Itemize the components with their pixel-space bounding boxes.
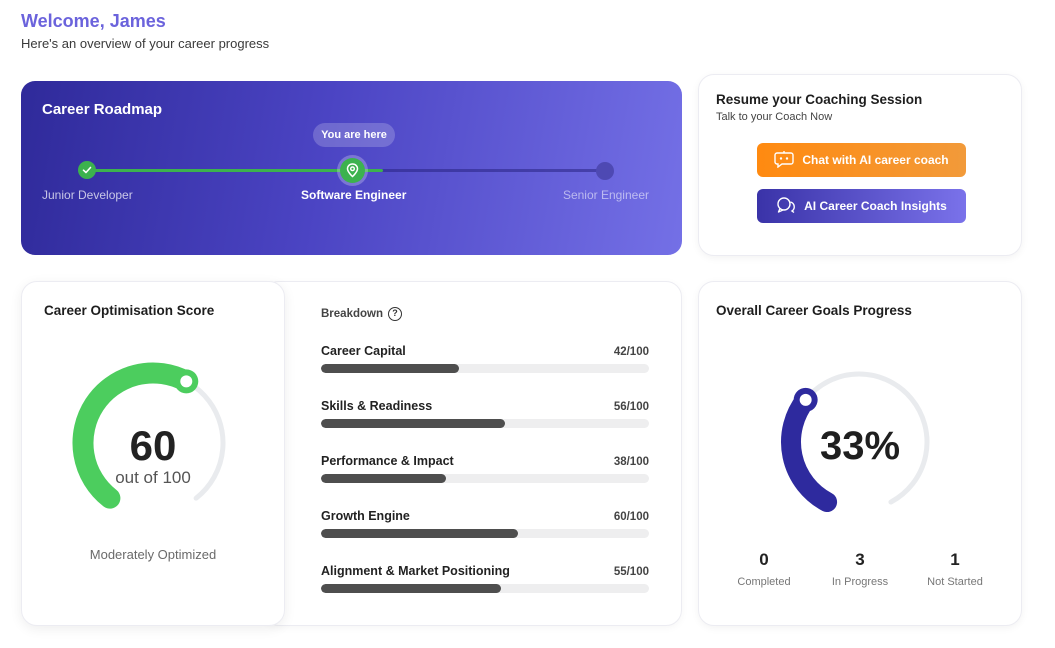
stat-value: 0 xyxy=(759,550,769,569)
stat-completed: 0 Completed xyxy=(719,550,809,588)
breakdown-item-value: 60/100 xyxy=(613,511,649,523)
breakdown-item-bar-fill xyxy=(321,584,502,593)
welcome-subtitle: Here's an overview of your career progre… xyxy=(21,36,270,51)
breakdown-title: Breakdown xyxy=(321,308,383,320)
coaching-session-card: Resume your Coaching Session Talk to you… xyxy=(698,74,1022,256)
breakdown-item-bar-fill xyxy=(321,364,459,373)
chat-ai-coach-label: Chat with AI career coach xyxy=(802,153,949,167)
stat-in-progress: 3 In Progress xyxy=(815,550,905,588)
score-gauge-fill xyxy=(72,362,197,509)
you-are-here-tag: You are here xyxy=(313,123,395,147)
score-value: 60 xyxy=(129,422,177,469)
stat-not-started: 1 Not Started xyxy=(910,550,1000,588)
roadmap-node-pending xyxy=(596,162,614,180)
goals-gauge-knob-dot xyxy=(799,393,812,406)
breakdown-item-label: Alignment & Market Positioning xyxy=(321,564,510,578)
robot-chat-icon xyxy=(774,150,795,171)
breakdown-item-value: 55/100 xyxy=(613,566,649,578)
score-status: Moderately Optimized xyxy=(89,547,217,562)
stage-junior-developer: Junior Developer xyxy=(42,188,133,202)
breakdown-item: Growth Engine 60/100 xyxy=(321,509,649,549)
ai-coach-insights-button[interactable]: AI Career Coach Insights xyxy=(757,189,966,223)
breakdown-item-bar-fill xyxy=(321,529,518,538)
stat-value: 3 xyxy=(855,550,865,569)
breakdown-item-value: 42/100 xyxy=(613,346,649,358)
coaching-title: Resume your Coaching Session xyxy=(716,92,923,107)
stat-value: 1 xyxy=(950,550,960,569)
breakdown-item-bar-fill xyxy=(321,419,505,428)
chat-ai-coach-button[interactable]: Chat with AI career coach xyxy=(757,143,966,177)
breakdown-item-bar xyxy=(321,584,649,593)
score-gauge-knob-dot xyxy=(180,375,193,388)
breakdown-item-value: 56/100 xyxy=(613,401,649,413)
location-pin-icon xyxy=(340,158,365,183)
roadmap-track-progress xyxy=(88,169,383,172)
breakdown-item-bar xyxy=(321,474,649,483)
help-icon[interactable]: ? xyxy=(388,307,402,321)
chat-bubbles-icon xyxy=(776,196,796,217)
check-icon xyxy=(78,161,96,179)
breakdown-card: Breakdown ? Career Capital 42/100 Skills… xyxy=(263,281,682,626)
career-roadmap-card: Career Roadmap You are here Junior Devel… xyxy=(21,81,682,255)
score-title: Career Optimisation Score xyxy=(44,303,215,318)
breakdown-item: Skills & Readiness 56/100 xyxy=(321,399,649,439)
stat-label: In Progress xyxy=(831,576,889,588)
breakdown-item-value: 38/100 xyxy=(613,456,649,468)
breakdown-item-bar-fill xyxy=(321,474,446,483)
career-optimisation-score-card: Career Optimisation Score 60 out of 100 … xyxy=(21,281,285,626)
roadmap-title: Career Roadmap xyxy=(42,101,163,118)
breakdown-item: Alignment & Market Positioning 55/100 xyxy=(321,564,649,604)
breakdown-item-label: Performance & Impact xyxy=(321,454,454,468)
goals-title: Overall Career Goals Progress xyxy=(716,303,912,318)
stage-senior-engineer: Senior Engineer xyxy=(562,188,649,202)
goals-gauge-fill xyxy=(781,389,838,513)
stat-label: Completed xyxy=(737,576,791,588)
breakdown-item: Career Capital 42/100 xyxy=(321,344,649,384)
breakdown-item: Performance & Impact 38/100 xyxy=(321,454,649,494)
breakdown-item-label: Skills & Readiness xyxy=(321,399,433,413)
score-gauge xyxy=(72,362,226,509)
goals-percent: 33% xyxy=(819,424,901,468)
goals-gauge xyxy=(781,371,930,513)
breakdown-item-label: Career Capital xyxy=(321,344,406,358)
coaching-subtitle: Talk to your Coach Now xyxy=(716,111,833,123)
stat-label: Not Started xyxy=(927,576,983,588)
breakdown-item-bar xyxy=(321,364,649,373)
stage-software-engineer: Software Engineer xyxy=(301,188,407,202)
breakdown-item-label: Growth Engine xyxy=(321,509,410,523)
breakdown-item-bar xyxy=(321,529,649,538)
ai-coach-insights-label: AI Career Coach Insights xyxy=(804,199,947,213)
welcome-heading: Welcome, James xyxy=(21,11,166,31)
breakdown-item-bar xyxy=(321,419,649,428)
score-out-of: out of 100 xyxy=(115,468,191,487)
career-goals-progress-card: Overall Career Goals Progress 33% 0 Comp… xyxy=(698,281,1022,626)
